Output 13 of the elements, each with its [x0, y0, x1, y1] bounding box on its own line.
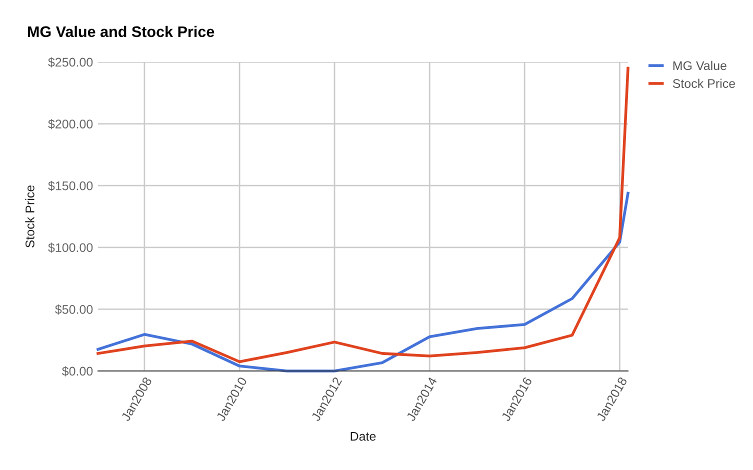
line-series — [96, 66, 630, 364]
y-tick-label: $250.00 — [48, 57, 93, 68]
chart-title: MG Value and Stock Price — [28, 26, 214, 38]
line-series — [96, 192, 630, 372]
legend-label: Stock Price — [672, 78, 736, 88]
legend-label: MG Value — [673, 60, 726, 70]
y-axis-title: Stock Price — [25, 185, 34, 248]
y-tick-label: $150.00 — [48, 180, 93, 191]
y-tick-label: $100.00 — [48, 242, 93, 253]
x-axis-title: Date — [350, 432, 376, 441]
y-tick-label: $0.00 — [62, 366, 93, 376]
y-tick-label: $200.00 — [48, 119, 93, 130]
y-tick-label: $50.00 — [55, 304, 93, 315]
